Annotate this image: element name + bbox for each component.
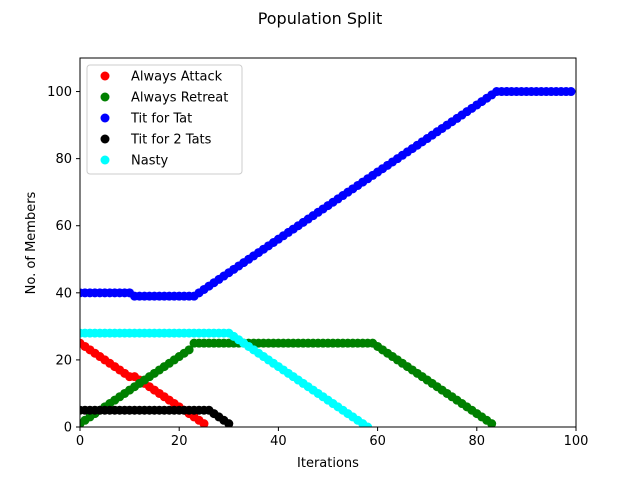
legend-marker [100, 71, 110, 81]
y-tick-label: 60 [55, 219, 72, 234]
legend-box [86, 64, 243, 175]
legend-marker [100, 92, 110, 102]
x-tick-label: 20 [171, 434, 188, 449]
x-tick-label: 60 [369, 434, 386, 449]
legend-label: Always Attack [131, 70, 223, 85]
series-tit-for-2-tats [80, 405, 234, 427]
y-tick-label: 80 [55, 152, 72, 167]
plot-frame [79, 57, 577, 428]
y-tick-label: 100 [47, 85, 72, 100]
data-point [487, 419, 497, 427]
x-tick-label: 40 [270, 434, 287, 449]
y-tick-label: 0 [64, 421, 72, 436]
legend: Always Attack Always Retreat Tit for Tat Ti… [86, 64, 243, 175]
y-axis-label: No. of Members [24, 191, 39, 294]
series-nasty [80, 328, 373, 427]
y-tick-label: 20 [55, 353, 72, 368]
legend-marker [100, 134, 110, 144]
legend-marker [100, 155, 110, 165]
legend-label: Always Retreat [131, 91, 228, 106]
legend-marker [100, 113, 110, 123]
data-points-layer [80, 87, 576, 427]
chart-title: Population Split [258, 9, 383, 28]
data-point [363, 422, 373, 427]
x-axis-label: Iterations [297, 456, 359, 471]
series-tit-for-tat [80, 87, 576, 301]
data-point [224, 419, 234, 427]
x-tick-label: 100 [564, 434, 589, 449]
x-tick-label: 0 [76, 434, 84, 449]
legend-label: Nasty [131, 154, 169, 169]
x-tick-label: 80 [469, 434, 486, 449]
series-always-retreat [80, 338, 497, 427]
legend-label: Tit for 2 Tats [130, 133, 212, 148]
data-point [184, 345, 194, 355]
data-point [199, 419, 209, 427]
y-tick-label: 40 [55, 286, 72, 301]
legend-label: Tit for Tat [130, 112, 192, 127]
axis-ticks: 0 20 40 60 80 100 0 20 40 60 80 100 [47, 85, 588, 449]
data-point [566, 87, 576, 97]
